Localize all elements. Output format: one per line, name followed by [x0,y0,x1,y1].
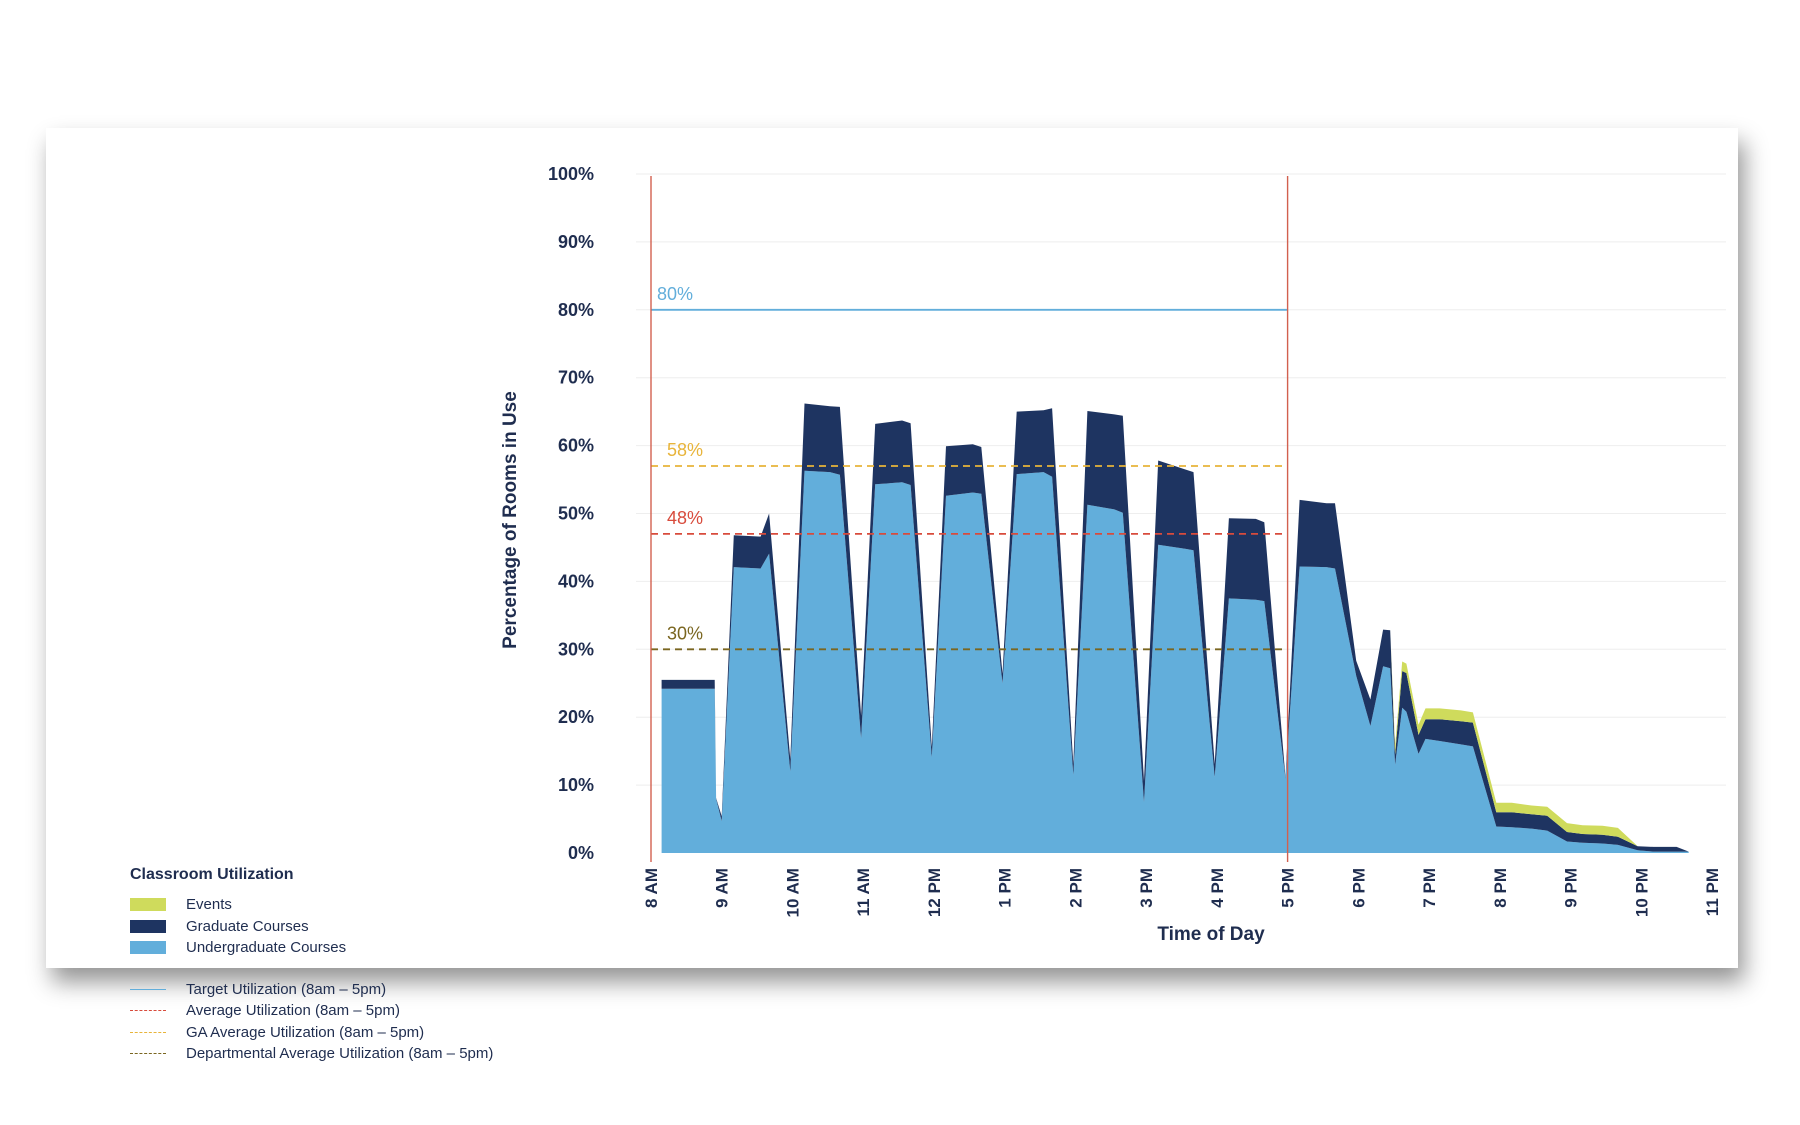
y-tick-label: 40% [558,571,594,591]
target-line-swatch [130,988,166,990]
target-utilization-label: 80% [657,284,693,304]
x-tick-label: 9 PM [1562,868,1581,908]
reference-lines: 80% 58% 48% 30% [651,284,1288,651]
departmental-average-utilization-label: 30% [667,623,703,643]
y-tick-label: 60% [558,436,594,456]
x-tick-label: 6 PM [1349,868,1368,908]
legend-label-departmental: Departmental Average Utilization (8am – … [186,1045,494,1063]
y-axis-ticks: 0% 10% 20% 30% 40% 50% 60% 70% 80% 90% 100% [548,164,594,863]
x-tick-label: 10 PM [1632,868,1651,917]
events-swatch [130,898,166,912]
ga-average-line-swatch [130,1031,166,1033]
x-tick-label: 3 PM [1137,868,1156,908]
x-tick-label: 9 AM [713,868,732,908]
x-tick-label: 2 PM [1066,868,1085,908]
average-line-swatch [130,1010,166,1012]
chart-card: 80% 58% 48% 30% 0% 10% 20% 30% 40% 50% 60% 70% 80% 9… [46,128,1738,1062]
time-markers [650,176,1289,862]
x-tick-label: 7 PM [1420,868,1439,908]
y-tick-label: 20% [558,707,594,727]
graduate-swatch [130,919,166,933]
y-tick-label: 100% [548,164,594,184]
x-tick-label: 4 PM [1208,868,1227,908]
ga-average-utilization-label: 58% [667,440,703,460]
graduate-courses-area [661,403,1689,852]
legend-label-average: Average Utilization (8am – 5pm) [186,1002,400,1020]
legend-item-target: Target Utilization (8am – 5pm) [130,979,590,1001]
x-tick-label: 12 PM [925,868,944,917]
x-tick-label: 8 PM [1491,868,1510,908]
y-tick-label: 70% [558,368,594,388]
legend-item-departmental: Departmental Average Utilization (8am – … [130,1043,590,1065]
x-tick-label: 11 AM [854,868,873,917]
x-axis-title: Time of Day [1157,924,1265,945]
y-tick-label: 50% [558,504,594,524]
y-tick-label: 30% [558,639,594,659]
legend-label-ga-average: GA Average Utilization (8am – 5pm) [186,1023,425,1041]
x-tick-label: 8 AM [642,868,661,908]
y-tick-label: 80% [558,300,594,320]
x-axis-ticks: 8 AM 9 AM 10 AM 11 AM 12 PM 1 PM 2 PM 3 PM 4 PM 5… [642,868,1722,917]
departmental-line-swatch [130,1053,166,1055]
x-tick-label: 1 PM [996,868,1015,908]
legend-item-ga-average: GA Average Utilization (8am – 5pm) [130,1022,590,1044]
y-tick-label: 0% [568,843,594,863]
y-tick-label: 90% [558,232,594,252]
x-tick-label: 5 PM [1279,868,1298,908]
stacked-areas [661,403,1689,853]
legend-title: Classroom Utilization [130,866,294,883]
y-axis-title: Percentage of Rooms in Use [500,391,521,649]
undergraduate-swatch [130,941,166,955]
legend-label-undergraduate: Undergraduate Courses [186,939,347,957]
legend-label-graduate: Graduate Courses [186,917,309,935]
legend: Classroom Utilization Events Graduate Co… [130,866,590,1065]
x-tick-label: 10 AM [783,868,802,917]
undergraduate-courses-area [661,470,1689,853]
average-utilization-label: 48% [667,508,703,528]
legend-label-target: Target Utilization (8am – 5pm) [186,980,387,998]
legend-item-events: Events [130,894,590,916]
legend-item-average: Average Utilization (8am – 5pm) [130,1000,590,1022]
x-tick-label: 11 PM [1703,868,1722,916]
utilization-chart: 80% 58% 48% 30% 0% 10% 20% 30% 40% 50% 60% 70% 80% 9… [500,164,1726,945]
legend-item-graduate: Graduate Courses [130,916,590,938]
legend-item-undergraduate: Undergraduate Courses [130,937,590,959]
legend-label-events: Events [186,896,232,914]
y-tick-label: 10% [558,775,594,795]
